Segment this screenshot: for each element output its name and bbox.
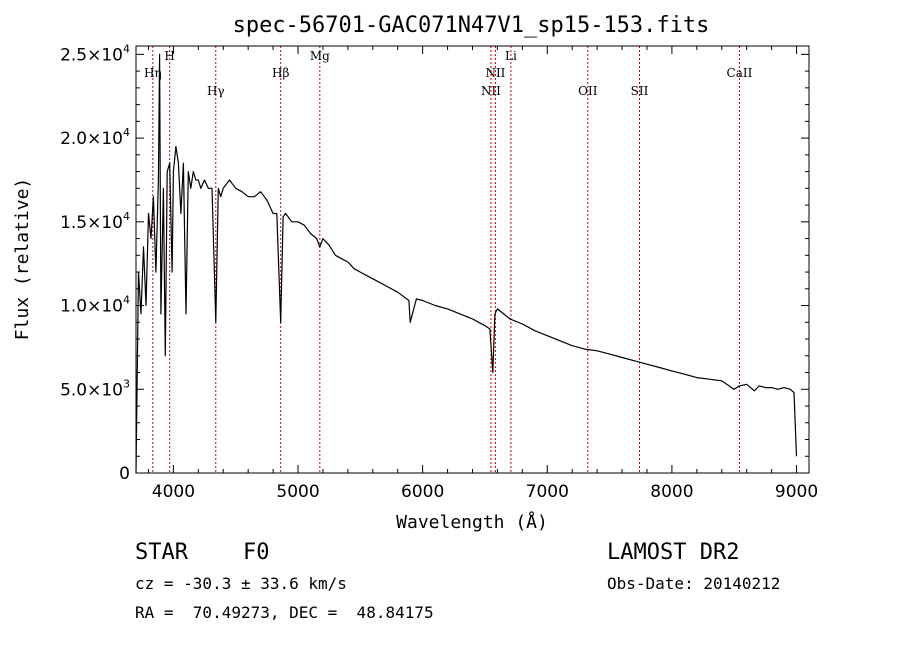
marker-label: Hβ bbox=[272, 66, 289, 80]
marker-label: H bbox=[164, 49, 174, 63]
y-axis: 0 5.0×103 1.0×104 1.5×104 2.0×104 2.5×104 bbox=[60, 42, 809, 484]
y-tick-label: 2.5×104 bbox=[60, 42, 130, 65]
y-tick-label: 0 bbox=[119, 464, 130, 484]
marker-label: NII bbox=[485, 66, 505, 80]
x-tick-label: 4000 bbox=[152, 482, 195, 502]
coordinates: RA = 70.49273, DEC = 48.84175 bbox=[135, 603, 434, 622]
x-tick-label: 6000 bbox=[401, 482, 444, 502]
series-line bbox=[135, 53, 798, 474]
marker-label: Hη bbox=[144, 66, 162, 80]
y-tick-label: 5.0×103 bbox=[60, 377, 130, 400]
object-class: STAR bbox=[135, 540, 188, 565]
y-axis-label: Flux (relative) bbox=[12, 178, 33, 341]
y-tick-label: 1.0×104 bbox=[60, 294, 130, 317]
object-subclass: F0 bbox=[243, 540, 270, 565]
observation-date: Obs-Date: 20140212 bbox=[607, 574, 781, 593]
x-tick-label: 5000 bbox=[276, 482, 319, 502]
redshift-velocity: cz = -30.3 ± 33.6 km/s bbox=[135, 574, 347, 593]
y-tick-label: 1.5×104 bbox=[60, 210, 130, 233]
marker-label: SII bbox=[631, 84, 649, 98]
marker-label: Mg bbox=[310, 49, 330, 63]
x-axis: 4000 5000 6000 7000 8000 9000 bbox=[147, 46, 818, 502]
chart-title: spec-56701-GAC071N47V1_sp15-153.fits bbox=[233, 13, 710, 38]
x-tick-label: 8000 bbox=[650, 482, 693, 502]
x-tick-label: 9000 bbox=[775, 482, 818, 502]
marker-label: Li bbox=[505, 49, 517, 63]
y-tick-label: 2.0×104 bbox=[60, 126, 130, 149]
marker-label: NII bbox=[481, 84, 501, 98]
spectrum-series bbox=[135, 53, 798, 474]
marker-label: Hγ bbox=[207, 84, 225, 98]
x-tick-label: 7000 bbox=[526, 482, 569, 502]
marker-label: CaII bbox=[727, 66, 753, 80]
plot-frame bbox=[135, 45, 810, 474]
x-axis-label: Wavelength (Å) bbox=[396, 511, 548, 533]
survey-name: LAMOST DR2 bbox=[607, 540, 740, 565]
marker-label: OII bbox=[578, 84, 598, 98]
